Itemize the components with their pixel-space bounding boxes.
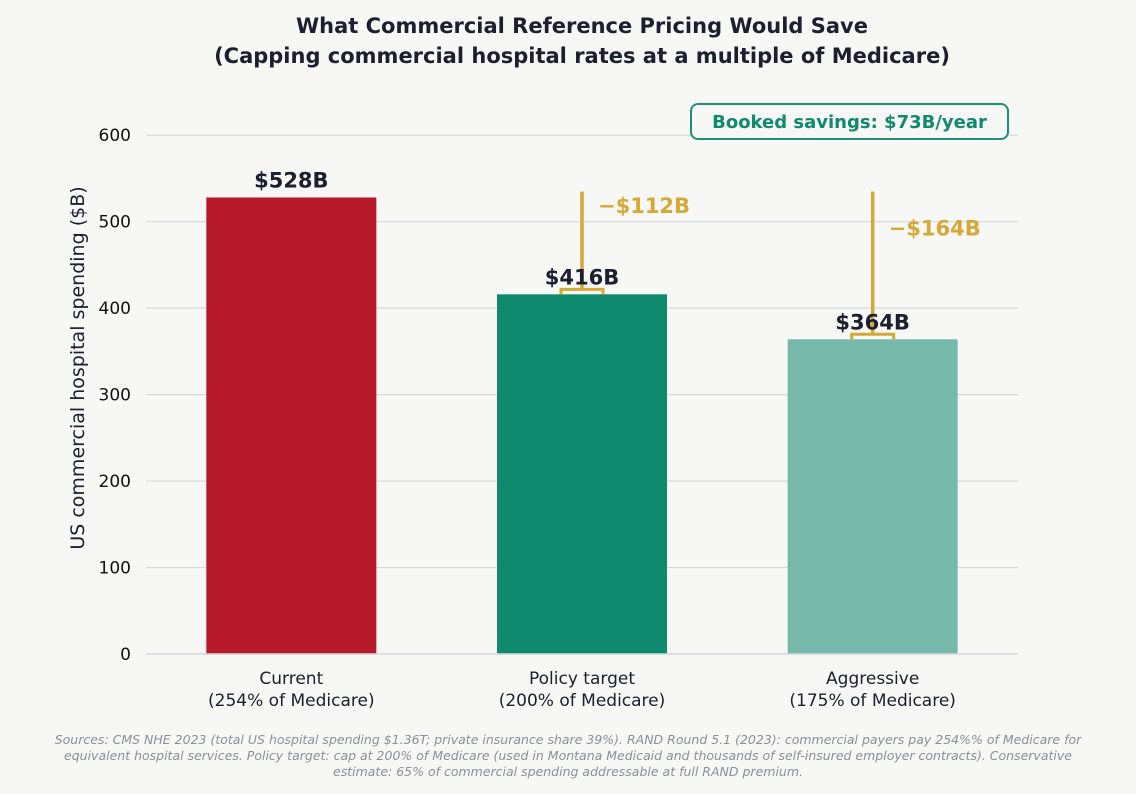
y-tick-label: 100 [99,559,131,579]
chart-subtitle: (Capping commercial hospital rates at a … [214,44,950,68]
booked-savings-box [690,103,1009,140]
y-tick-label: 500 [99,213,131,233]
bar-value-label: $364B [835,310,909,334]
category-label: Policy target [529,669,635,689]
y-tick-label: 400 [99,299,131,319]
source-line-1: Sources: CMS NHE 2023 (total US hospital… [55,732,1082,747]
booked-savings-annotation: Booked savings: $73B/year [690,103,1009,140]
y-tick-label: 0 [120,645,131,665]
x-axis-categories: Current(254% of Medicare) Policy target(2… [146,653,1018,711]
booked-savings-label: Booked savings: $73B/year [712,112,987,133]
category-sublabel: (254% of Medicare) [208,691,375,711]
y-axis-ticks: 0 100 200 300 400 500 600 [99,126,131,665]
y-axis-label: US commercial hospital spending ($B) [67,186,89,549]
bar-value-label: $528B [254,168,328,192]
reduction-label: −$164B [889,216,981,240]
category-label: Aggressive [826,669,919,689]
bar [206,197,377,654]
sources-note: Sources: CMS NHE 2023 (total US hospital… [55,732,1082,779]
category-sublabel: (175% of Medicare) [789,691,956,711]
source-line-2: equivalent hospital services. Policy tar… [64,748,1072,763]
y-tick-label: 600 [99,126,131,146]
source-line-3: estimate: 65% of commercial spending add… [333,764,803,779]
category-sublabel: (200% of Medicare) [499,691,666,711]
reduction-label: −$112B [598,194,690,218]
bar-value-label: $416B [545,265,619,289]
value-labels: $528B $416B $364B [254,168,910,334]
y-tick-label: 200 [99,472,131,492]
y-tick-label: 300 [99,386,131,406]
bar [497,294,667,654]
reduction-bracket [559,287,605,295]
reduction-markers: −$112B −$164B [559,191,981,340]
reduction-bracket [850,332,896,340]
chart-title: What Commercial Reference Pricing Would … [296,14,868,38]
category-label: Current [259,669,323,689]
bars [206,197,958,654]
bar [787,339,958,654]
